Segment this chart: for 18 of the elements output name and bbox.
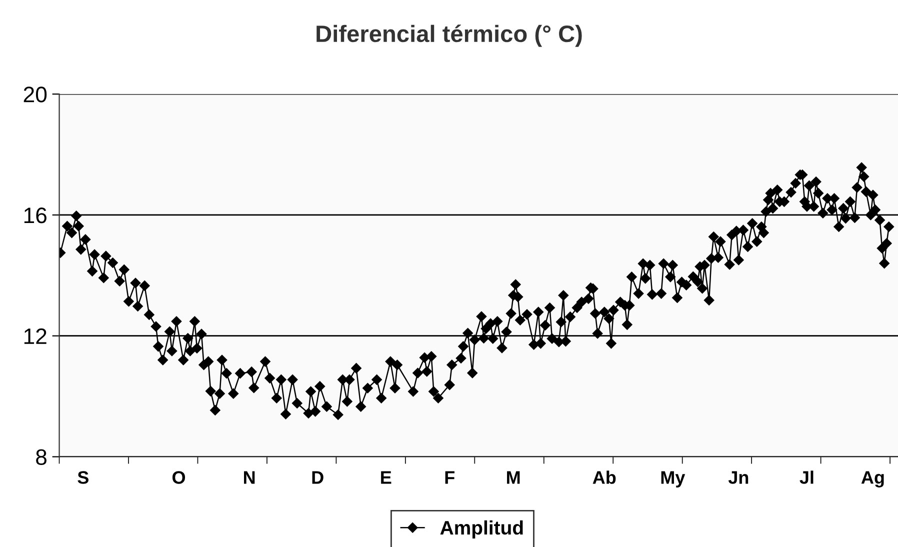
legend-label: Amplitud bbox=[440, 520, 523, 538]
x-tick-label: O bbox=[172, 471, 186, 484]
x-tick-label: Jn bbox=[728, 471, 748, 484]
y-tick-label: 20 bbox=[24, 86, 47, 102]
x-tick-label: M bbox=[507, 471, 520, 484]
x-tick-label: E bbox=[381, 471, 392, 484]
chart-title: Diferencial térmico (° C) bbox=[316, 24, 582, 47]
x-tick-label: S bbox=[78, 471, 88, 484]
y-tick-label: 16 bbox=[24, 208, 46, 224]
y-tick-label: 8 bbox=[36, 449, 46, 466]
x-tick-label: N bbox=[244, 471, 255, 484]
x-tick-label: F bbox=[445, 471, 454, 484]
x-tick-label: Ag bbox=[861, 471, 884, 488]
x-tick-label: My bbox=[661, 471, 686, 488]
x-tick-label: Ab bbox=[592, 470, 616, 484]
x-tick-label: D bbox=[312, 471, 324, 484]
x-tick-label: Jl bbox=[800, 470, 814, 484]
y-tick-label: 12 bbox=[24, 328, 46, 344]
